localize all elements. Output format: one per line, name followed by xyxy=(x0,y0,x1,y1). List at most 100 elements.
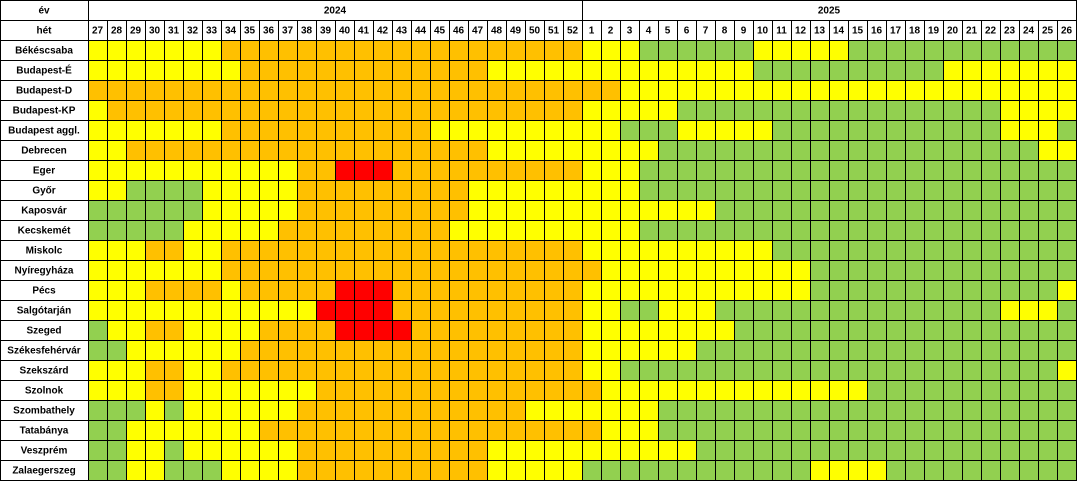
status-cell xyxy=(373,240,393,261)
status-cell xyxy=(582,260,602,281)
status-cell xyxy=(202,460,222,481)
status-cell xyxy=(392,60,412,81)
week-label: 35 xyxy=(244,26,256,37)
status-cell xyxy=(297,400,317,421)
year-label: 2024 xyxy=(324,6,347,17)
status-cell xyxy=(658,280,678,301)
status-cell xyxy=(107,300,127,321)
status-cell xyxy=(886,60,906,81)
status-cell xyxy=(753,180,773,201)
status-cell xyxy=(1038,220,1058,241)
status-cell xyxy=(202,140,222,161)
status-cell xyxy=(886,300,906,321)
status-cell xyxy=(354,460,374,481)
status-cell xyxy=(107,420,127,441)
status-cell xyxy=(544,420,564,441)
status-cell xyxy=(183,280,203,301)
status-cell xyxy=(525,420,545,441)
status-cell xyxy=(753,320,773,341)
status-cell xyxy=(487,360,507,381)
status-cell xyxy=(202,360,222,381)
status-cell xyxy=(221,40,241,61)
status-cell xyxy=(145,360,165,381)
status-cell xyxy=(734,180,754,201)
status-cell xyxy=(107,380,127,401)
status-cell xyxy=(981,340,1001,361)
status-cell xyxy=(468,380,488,401)
status-cell xyxy=(278,240,298,261)
status-cell xyxy=(506,120,526,141)
status-cell xyxy=(943,140,963,161)
status-cell xyxy=(487,320,507,341)
status-cell xyxy=(753,120,773,141)
status-cell xyxy=(525,140,545,161)
status-cell xyxy=(943,100,963,121)
status-cell xyxy=(1038,280,1058,301)
status-cell xyxy=(126,240,146,261)
status-cell xyxy=(107,400,127,421)
status-cell xyxy=(183,260,203,281)
row-label: Szeged xyxy=(26,326,61,337)
status-cell xyxy=(601,100,621,121)
status-cell xyxy=(411,240,431,261)
status-cell xyxy=(981,460,1001,481)
status-cell xyxy=(791,80,811,101)
status-cell xyxy=(525,280,545,301)
status-cell xyxy=(430,440,450,461)
status-cell xyxy=(316,400,336,421)
status-cell xyxy=(430,340,450,361)
status-cell xyxy=(240,420,260,441)
status-cell xyxy=(297,220,317,241)
week-label: 49 xyxy=(510,26,522,37)
row-label: Kecskemét xyxy=(18,226,71,237)
status-cell xyxy=(164,40,184,61)
status-cell xyxy=(601,360,621,381)
status-cell xyxy=(1038,420,1058,441)
status-cell xyxy=(810,200,830,221)
week-label: 4 xyxy=(646,26,652,37)
status-cell xyxy=(905,100,925,121)
status-cell xyxy=(88,340,108,361)
week-label: 25 xyxy=(1042,26,1054,37)
status-cell xyxy=(411,80,431,101)
status-cell xyxy=(563,360,583,381)
status-cell xyxy=(601,260,621,281)
status-cell xyxy=(468,40,488,61)
status-cell xyxy=(354,300,374,321)
status-cell xyxy=(924,440,944,461)
status-cell xyxy=(468,120,488,141)
status-cell xyxy=(183,140,203,161)
status-cell xyxy=(829,180,849,201)
status-cell xyxy=(639,440,659,461)
status-cell xyxy=(886,180,906,201)
status-cell xyxy=(354,240,374,261)
status-cell xyxy=(696,300,716,321)
status-cell xyxy=(772,240,792,261)
status-cell xyxy=(905,220,925,241)
status-cell xyxy=(848,280,868,301)
status-cell xyxy=(658,360,678,381)
status-cell xyxy=(202,120,222,141)
status-cell xyxy=(126,280,146,301)
status-cell xyxy=(905,380,925,401)
status-cell xyxy=(658,300,678,321)
status-cell xyxy=(259,260,279,281)
status-cell xyxy=(905,400,925,421)
status-cell xyxy=(677,220,697,241)
status-cell xyxy=(791,400,811,421)
status-cell xyxy=(829,320,849,341)
status-cell xyxy=(88,120,108,141)
status-cell xyxy=(468,440,488,461)
status-cell xyxy=(373,140,393,161)
status-cell xyxy=(354,280,374,301)
status-cell xyxy=(316,60,336,81)
status-cell xyxy=(202,400,222,421)
status-cell xyxy=(430,180,450,201)
status-cell xyxy=(924,320,944,341)
status-cell xyxy=(563,120,583,141)
status-cell xyxy=(240,40,260,61)
status-cell xyxy=(278,60,298,81)
status-cell xyxy=(221,440,241,461)
status-cell xyxy=(658,380,678,401)
status-cell xyxy=(259,220,279,241)
